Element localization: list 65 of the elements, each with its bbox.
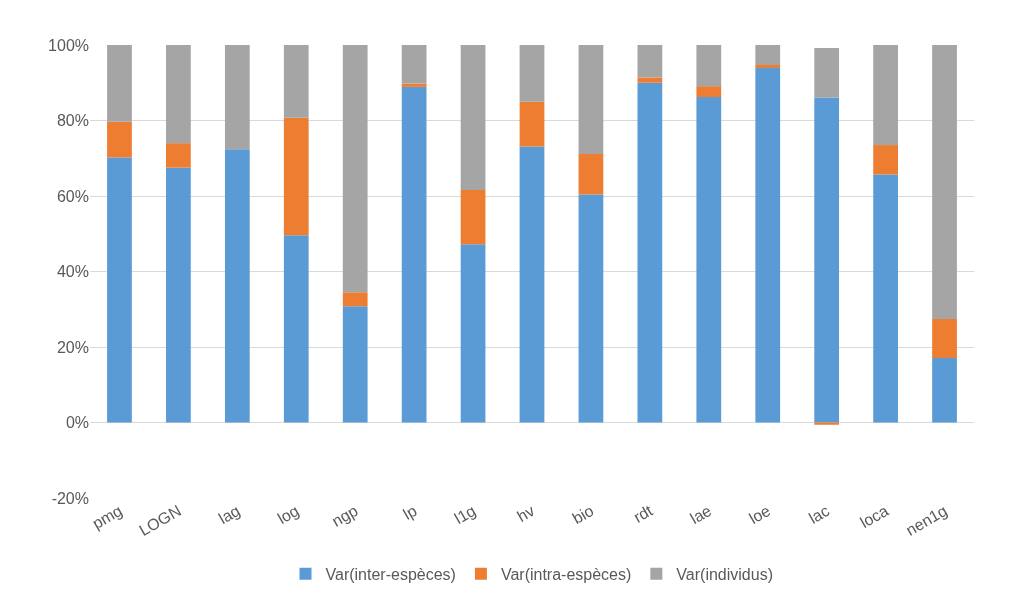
bar: [873, 145, 898, 175]
bar: [401, 86, 427, 423]
legend-label: Var(inter-espèces): [325, 566, 456, 584]
x-tick-label: log: [274, 501, 302, 528]
bar: [166, 45, 191, 144]
bar: [224, 149, 250, 423]
bar: [637, 45, 663, 78]
bar: [460, 244, 486, 423]
y-tick-label: 20%: [56, 338, 89, 356]
bar: [696, 97, 722, 423]
bar: [873, 45, 898, 146]
bar: [578, 45, 604, 155]
legend-label: Var(intra-espèces): [500, 566, 632, 584]
y-tick-label: 0%: [65, 414, 89, 432]
bar: [932, 357, 957, 423]
bar: [637, 82, 663, 423]
x-tick-label: lac: [805, 501, 833, 527]
bar: [283, 117, 309, 236]
legend-label: Var(individus): [676, 566, 773, 584]
bar: [578, 154, 604, 195]
y-tick-label: -20%: [51, 489, 89, 507]
bar: [342, 45, 368, 293]
x-tick-label: l1g: [451, 501, 479, 528]
bar: [107, 45, 132, 122]
bar: [755, 68, 781, 423]
bar: [637, 77, 663, 83]
bar: [814, 97, 840, 423]
x-tick-label: hv: [514, 501, 538, 525]
bar: [401, 45, 427, 84]
bar: [814, 48, 840, 98]
bar: [519, 101, 545, 147]
x-tick-label: lp: [400, 501, 420, 523]
bar: [283, 235, 309, 423]
bar: [166, 143, 191, 168]
x-tick-label: loca: [857, 501, 892, 532]
x-tick-label: loe: [746, 501, 774, 528]
bar: [873, 174, 898, 423]
bar: [460, 189, 486, 245]
bar: [755, 65, 781, 69]
x-tick-label: lag: [215, 501, 243, 528]
x-tick-label: lae: [687, 501, 715, 528]
bar: [283, 45, 309, 118]
bar: [342, 292, 368, 307]
bar: [224, 45, 250, 150]
bar: [578, 194, 604, 423]
bar: [460, 45, 486, 190]
bar: [696, 86, 722, 98]
bar: [519, 45, 545, 102]
bar: [932, 45, 957, 320]
y-tick-label: 100%: [48, 36, 89, 54]
bar: [696, 45, 722, 87]
x-tick-label: ngp: [329, 501, 361, 530]
bar: [519, 146, 545, 423]
x-tick-label: rdt: [630, 501, 656, 526]
bar: [107, 157, 132, 423]
bar: [932, 319, 957, 358]
y-tick-label: 80%: [56, 112, 89, 130]
x-tick-label: pmg: [89, 501, 125, 533]
x-tick-label: bio: [569, 501, 597, 528]
y-tick-label: 40%: [56, 263, 89, 281]
bar: [755, 45, 781, 66]
bar: [166, 167, 191, 423]
bar: [107, 121, 132, 158]
bar: [342, 306, 368, 423]
y-tick-label: 60%: [56, 187, 89, 205]
